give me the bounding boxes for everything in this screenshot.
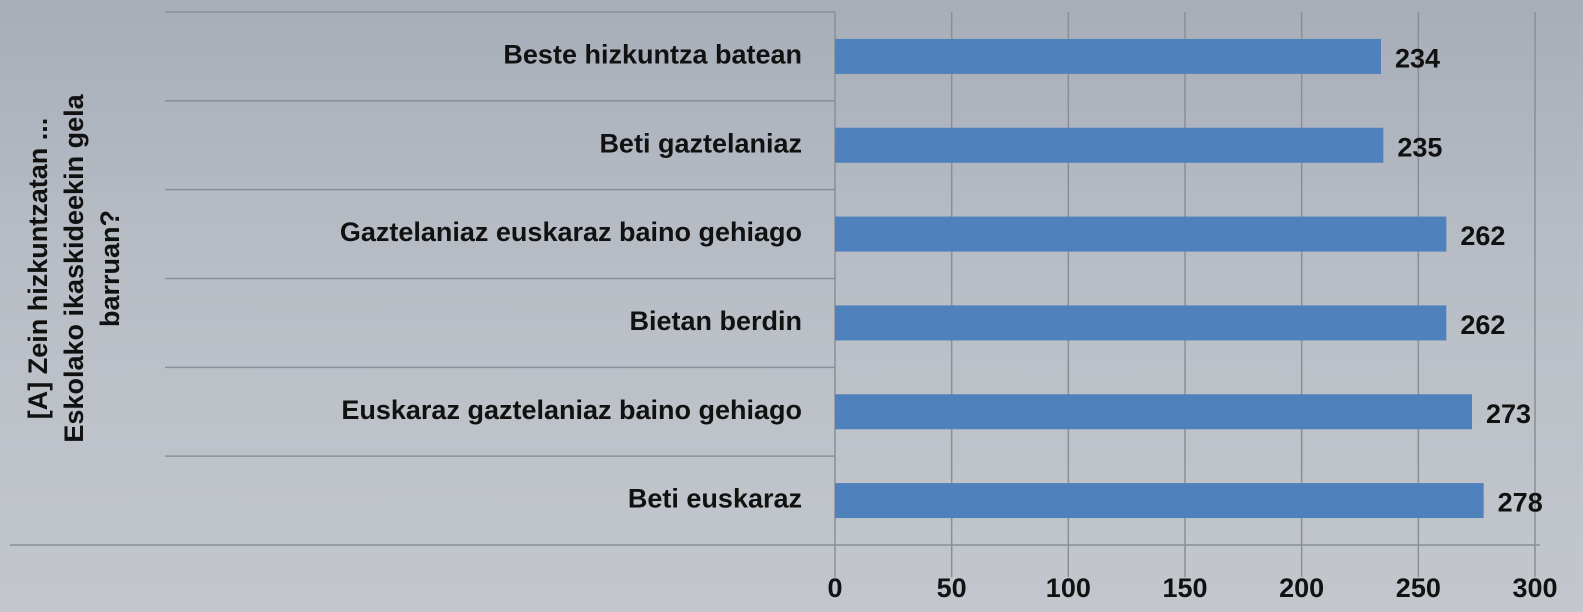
y-axis-label: Eskolako ikaskideekin gela <box>59 93 89 442</box>
y-tick-label: Euskaraz gaztelaniaz baino gehiago <box>341 395 802 425</box>
x-tick-label: 100 <box>1046 573 1091 603</box>
bar <box>835 127 1384 163</box>
value-label: 235 <box>1397 132 1442 162</box>
value-label: 234 <box>1395 44 1440 74</box>
x-tick-label: 300 <box>1512 573 1557 603</box>
y-axis-label: barruan? <box>95 210 125 327</box>
x-tick-label: 150 <box>1162 573 1207 603</box>
x-tick-label: 250 <box>1396 573 1441 603</box>
bar <box>835 483 1484 519</box>
x-tick-label: 0 <box>827 573 842 603</box>
value-label: 278 <box>1498 488 1543 518</box>
value-label: 262 <box>1460 310 1505 340</box>
y-tick-label: Beste hizkuntza batean <box>503 40 802 70</box>
bar <box>835 394 1472 430</box>
y-tick-label: Gaztelaniaz euskaraz baino gehiago <box>340 217 802 247</box>
bar <box>835 38 1381 74</box>
value-label: 273 <box>1486 399 1531 429</box>
bar <box>835 216 1447 252</box>
y-tick-label: Beti gaztelaniaz <box>599 128 802 158</box>
bar <box>835 305 1447 341</box>
y-tick-label: Bietan berdin <box>629 306 802 336</box>
x-tick-label: 50 <box>937 573 967 603</box>
y-tick-label: Beti euskaraz <box>628 484 802 514</box>
value-label: 262 <box>1460 221 1505 251</box>
y-axis-label: [A] Zein hizkuntzatan ... <box>23 118 53 420</box>
x-tick-label: 200 <box>1279 573 1324 603</box>
